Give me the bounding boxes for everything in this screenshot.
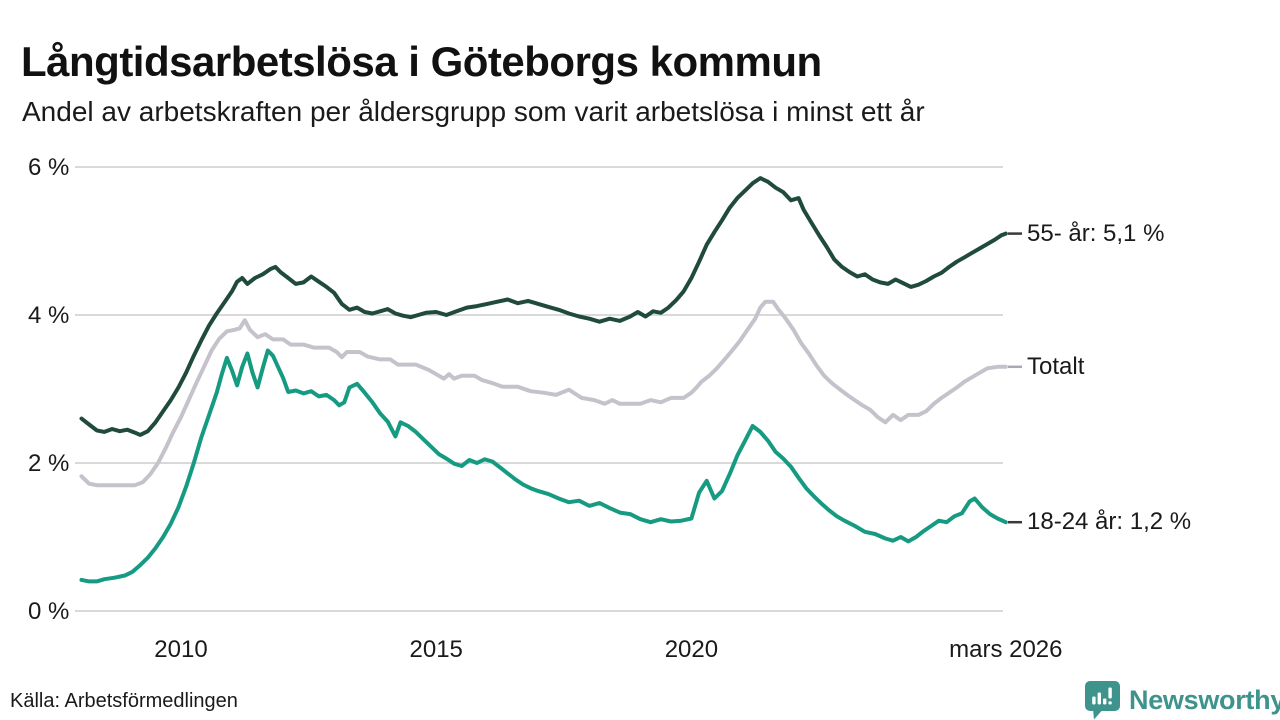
x-tick-label: 2010 — [154, 636, 207, 663]
x-tick-label: mars 2026 — [949, 636, 1062, 663]
page-title: Långtidsarbetslösa i Göteborgs kommun — [21, 38, 822, 86]
x-tick-label: 2015 — [410, 636, 463, 663]
y-tick-label: 4 % — [28, 302, 69, 329]
series-line-totalt — [79, 299, 1008, 488]
y-tick-label: 6 % — [28, 154, 69, 181]
chart-subtitle: Andel av arbetskraften per åldersgrupp s… — [22, 96, 925, 127]
end-label-totalt: Totalt — [1027, 352, 1085, 380]
end-label-55-r: 55- år: 5,1 % — [1027, 219, 1165, 247]
series-line-55-r — [79, 176, 1008, 437]
newsworthy-icon — [1085, 681, 1120, 720]
source-note: Källa: Arbetsförmedlingen — [10, 690, 238, 712]
x-tick-label: 2020 — [665, 636, 718, 663]
end-label-18-24-r: 18-24 år: 1,2 % — [1027, 508, 1192, 536]
series-line-18-24-r — [79, 348, 1008, 584]
y-tick-label: 0 % — [28, 598, 69, 625]
newsworthy-logo: Newsworthy — [1084, 680, 1280, 720]
y-tick-label: 2 % — [28, 450, 69, 477]
newsworthy-wordmark: Newsworthy — [1129, 684, 1280, 715]
